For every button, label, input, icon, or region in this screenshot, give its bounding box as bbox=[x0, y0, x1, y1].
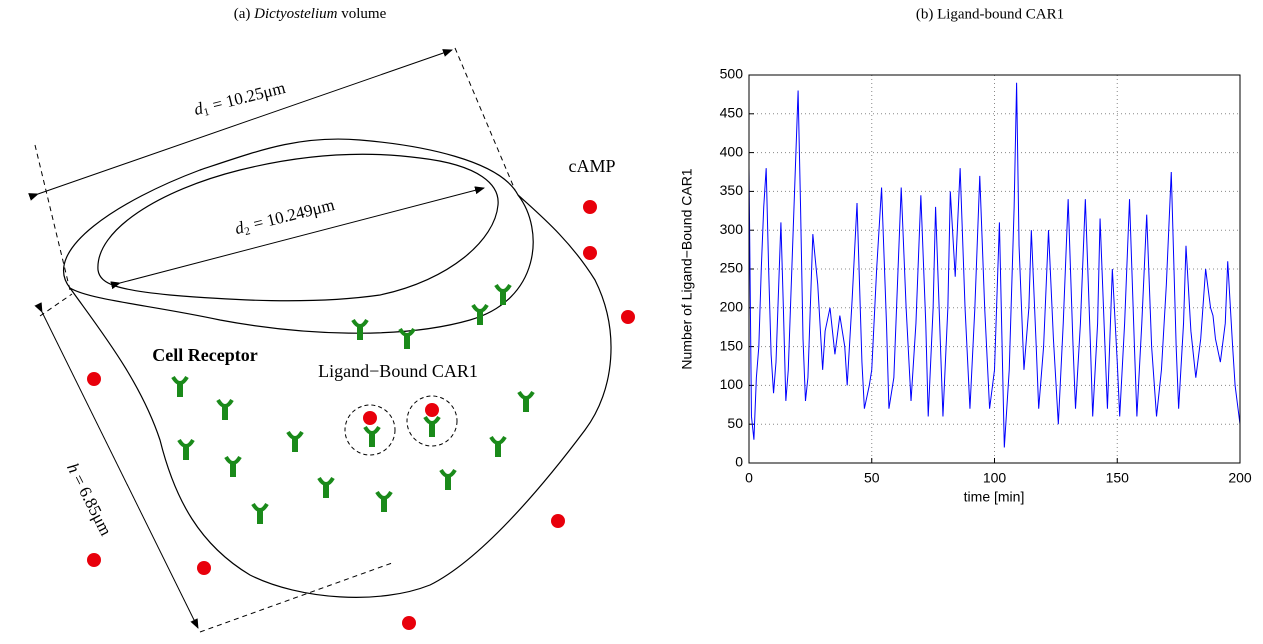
y-tick-label: 200 bbox=[720, 299, 744, 315]
y-tick-label: 400 bbox=[720, 143, 744, 159]
dimension-arrows bbox=[28, 49, 485, 629]
y-tick-label: 300 bbox=[720, 221, 744, 237]
caption-suffix: volume bbox=[341, 6, 386, 22]
d2-label: d2= 10.249μm bbox=[233, 195, 337, 240]
d1-value: = 10.25μm bbox=[210, 78, 287, 114]
bound-circles bbox=[344, 395, 458, 456]
plot-frame bbox=[748, 74, 1241, 464]
h-label: h = 6.85μm bbox=[63, 460, 116, 539]
y-axis-label: Number of Ligand−Bound CAR1 bbox=[679, 168, 695, 369]
d1-label: d1= 10.25μm bbox=[192, 78, 288, 121]
d2-value: = 10.249μm bbox=[251, 195, 336, 234]
y-tick-label: 150 bbox=[720, 337, 744, 353]
x-tick-label: 0 bbox=[745, 470, 753, 486]
diagram: (a) Dictyostelium volume d1= 10.25μm d2=… bbox=[28, 6, 635, 633]
caption-italic: Dictyostelium bbox=[253, 6, 337, 22]
h-value: = 6.85μm bbox=[69, 471, 116, 538]
x-tick-label: 100 bbox=[983, 470, 1007, 486]
receptor-label: Cell Receptor bbox=[152, 345, 257, 365]
y-tick-label: 450 bbox=[720, 105, 744, 121]
caption-a: (a) Dictyostelium volume bbox=[234, 6, 387, 22]
x-axis-label: time [min] bbox=[964, 489, 1025, 505]
chart-title: (b) Ligand-bound CAR1 bbox=[916, 6, 1064, 22]
y-tick-label: 0 bbox=[735, 454, 743, 470]
x-tick-label: 200 bbox=[1228, 470, 1252, 486]
d2-subscript: 2 bbox=[243, 225, 251, 238]
chart: (b) Ligand-bound CAR1 time [min] Number … bbox=[679, 6, 1252, 504]
y-tick-label: 500 bbox=[720, 66, 744, 82]
data-line bbox=[748, 82, 1241, 448]
x-tick-label: 50 bbox=[864, 470, 880, 486]
camp-dots bbox=[87, 200, 635, 630]
camp-label: cAMP bbox=[568, 156, 615, 176]
caption-prefix: (a) bbox=[234, 6, 251, 22]
y-tick-label: 100 bbox=[720, 376, 744, 392]
y-tick-label: 350 bbox=[720, 182, 744, 198]
y-tick-label: 50 bbox=[727, 415, 743, 431]
d1-subscript: 1 bbox=[202, 106, 210, 119]
bound-label: Ligand−Bound CAR1 bbox=[318, 361, 478, 381]
y-tick-label: 250 bbox=[720, 260, 744, 276]
x-tick-label: 150 bbox=[1106, 470, 1130, 486]
